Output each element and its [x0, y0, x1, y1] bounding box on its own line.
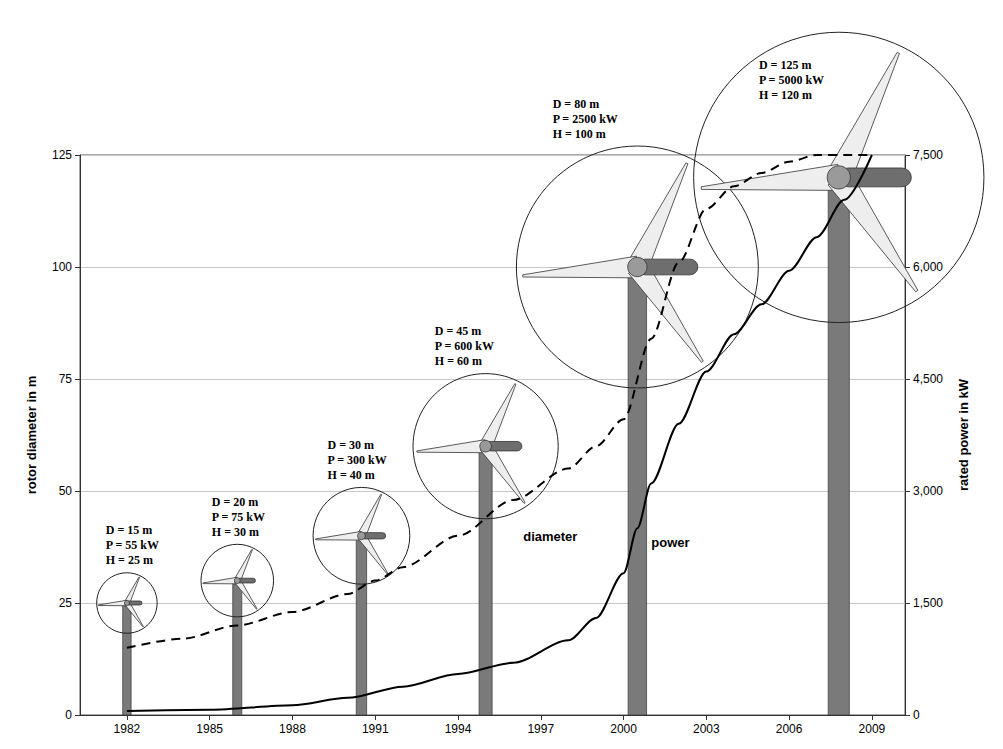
svg-text:100: 100	[52, 260, 72, 274]
svg-text:1982: 1982	[114, 722, 141, 736]
svg-text:diameter: diameter	[523, 529, 577, 544]
svg-text:power: power	[651, 535, 689, 550]
svg-text:H = 30 m: H = 30 m	[212, 525, 259, 539]
svg-text:1994: 1994	[445, 722, 472, 736]
svg-text:H = 25 m: H = 25 m	[106, 553, 153, 567]
svg-text:P = 75 kW: P = 75 kW	[212, 510, 265, 524]
svg-text:1,500: 1,500	[913, 596, 943, 610]
svg-text:75: 75	[59, 372, 73, 386]
svg-text:0: 0	[913, 708, 920, 722]
svg-text:2000: 2000	[610, 722, 637, 736]
svg-text:4,500: 4,500	[913, 372, 943, 386]
svg-text:H = 120 m: H = 120 m	[759, 88, 812, 102]
svg-text:50: 50	[59, 484, 73, 498]
svg-text:7,500: 7,500	[913, 148, 943, 162]
svg-text:P = 2500 kW: P = 2500 kW	[553, 112, 618, 126]
svg-text:rotor diameter in m: rotor diameter in m	[24, 376, 39, 494]
svg-text:0: 0	[65, 708, 72, 722]
svg-text:H = 40 m: H = 40 m	[328, 468, 375, 482]
svg-text:1985: 1985	[196, 722, 223, 736]
svg-text:P = 55 kW: P = 55 kW	[106, 538, 159, 552]
svg-text:3,000: 3,000	[913, 484, 943, 498]
svg-text:H = 60 m: H = 60 m	[435, 354, 482, 368]
svg-text:1997: 1997	[527, 722, 554, 736]
svg-text:D = 20 m: D = 20 m	[212, 495, 259, 509]
svg-text:25: 25	[59, 596, 73, 610]
svg-text:2003: 2003	[693, 722, 720, 736]
svg-text:2009: 2009	[859, 722, 886, 736]
svg-text:P = 600 kW: P = 600 kW	[435, 339, 494, 353]
svg-text:D = 15 m: D = 15 m	[106, 523, 153, 537]
svg-text:P = 300 kW: P = 300 kW	[328, 453, 387, 467]
svg-text:D = 80 m: D = 80 m	[553, 97, 600, 111]
svg-text:H = 100 m: H = 100 m	[553, 127, 606, 141]
svg-text:125: 125	[52, 148, 72, 162]
svg-text:1991: 1991	[362, 722, 389, 736]
svg-text:D = 30 m: D = 30 m	[328, 438, 375, 452]
svg-text:1988: 1988	[279, 722, 306, 736]
svg-text:D = 45 m: D = 45 m	[435, 324, 482, 338]
svg-text:2006: 2006	[776, 722, 803, 736]
svg-text:P = 5000 kW: P = 5000 kW	[759, 73, 824, 87]
svg-text:rated power in kW: rated power in kW	[956, 378, 971, 491]
svg-text:6,000: 6,000	[913, 260, 943, 274]
svg-text:D = 125 m: D = 125 m	[759, 58, 812, 72]
